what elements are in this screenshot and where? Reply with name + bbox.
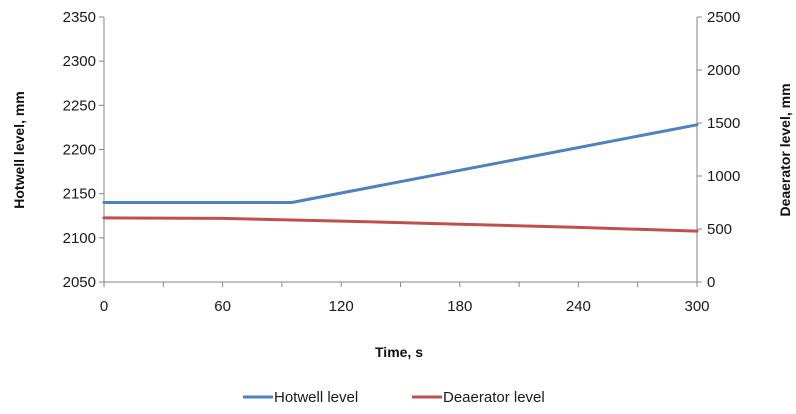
left-axis-ticks: 2050 2100 2150 2200 2250 2300 2350 [63,9,104,291]
x-tick-label: 240 [566,298,591,315]
y2-tick-label: 0 [707,274,715,291]
y-tick-label: 2200 [63,142,96,159]
y2-tick-label: 2000 [707,62,740,79]
x-tick-label: 0 [100,298,108,315]
x-tick-label: 60 [214,298,231,315]
y-tick-label: 2150 [63,186,96,203]
x-axis-title: Time, s [375,344,423,360]
y2-axis-title: Deaerator level, mm [777,83,793,216]
y2-tick-label: 1000 [707,168,740,185]
legend-label: Deaerator level [443,389,545,406]
y2-tick-label: 1500 [707,115,740,132]
y-tick-label: 2300 [63,53,96,70]
legend: Hotwell level Deaerator level [243,389,545,406]
y-tick-label: 2250 [63,97,96,114]
x-axis-ticks: 0 60 120 180 240 300 [100,282,710,315]
x-tick-label: 300 [684,298,709,315]
series-line-2 [102,216,699,233]
y-tick-label: 2350 [63,9,96,26]
y-tick-label: 2050 [63,274,96,291]
series-line-1 [102,123,699,204]
y-axis-title: Hotwell level, mm [11,91,27,208]
x-tick-label: 180 [447,298,472,315]
legend-label: Hotwell level [274,389,358,406]
x-tick-label: 120 [329,298,354,315]
plot-area [103,17,698,283]
right-axis-ticks: 0 500 1000 1500 2000 2500 [697,9,740,291]
y2-tick-label: 2500 [707,9,740,26]
series-layer [102,123,699,233]
y-tick-label: 2100 [63,230,96,247]
y2-tick-label: 500 [707,221,732,238]
